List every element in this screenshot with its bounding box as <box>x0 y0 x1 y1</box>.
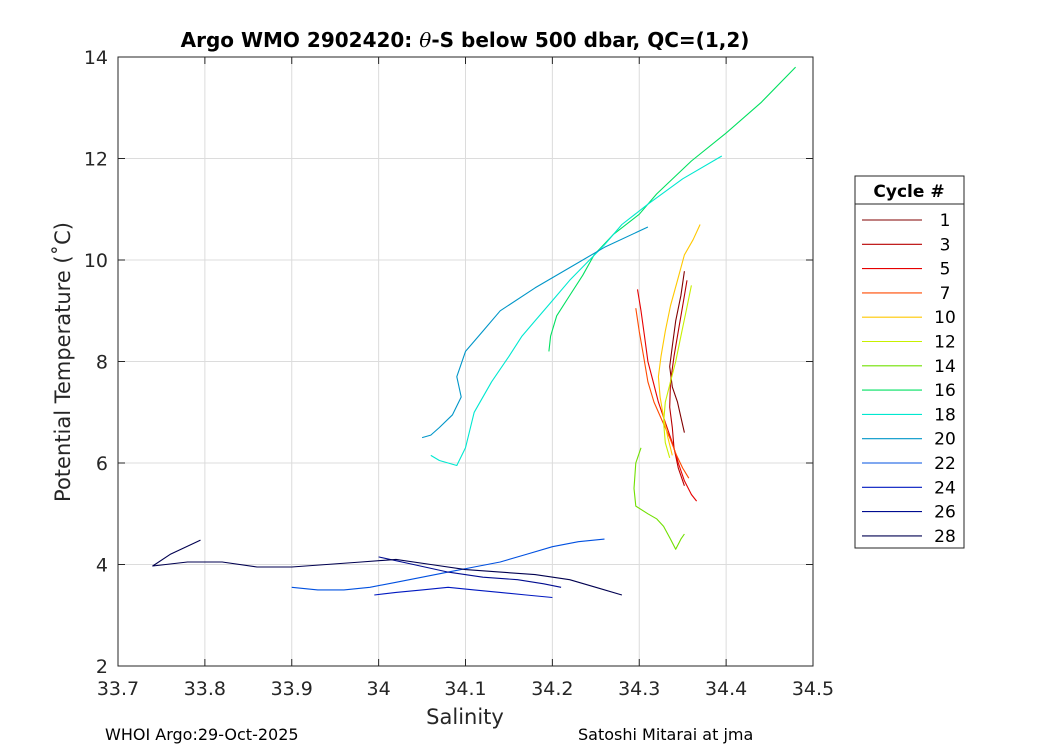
chart-title: Argo WMO 2902420: θ-S below 500 dbar, QC… <box>181 28 750 52</box>
series-line-cycle-28 <box>152 539 623 596</box>
x-tick-label: 34.3 <box>618 678 660 700</box>
series-line-cycle-24 <box>374 586 553 599</box>
y-tick-label: 14 <box>84 47 108 69</box>
legend-label-cycle-1: 1 <box>940 211 951 231</box>
y-tick-label: 12 <box>84 149 108 171</box>
legend-label-cycle-16: 16 <box>934 381 956 401</box>
legend-items: 1 3 5 7 10 12 14 16 18 20 22 24 26 28 <box>862 211 956 547</box>
series-line-cycle-18 <box>430 155 723 467</box>
legend-label-cycle-7: 7 <box>940 284 951 304</box>
legend-label-cycle-14: 14 <box>934 357 956 377</box>
y-tick-label: 10 <box>84 250 108 272</box>
x-tick-label: 34.5 <box>792 678 834 700</box>
series-line-cycle-5 <box>636 289 698 502</box>
x-tick-label: 33.7 <box>97 678 139 700</box>
y-tick-label: 2 <box>96 656 108 678</box>
legend-label-cycle-12: 12 <box>934 333 956 353</box>
series-line-cycle-7 <box>635 308 690 479</box>
x-tick-label: 34 <box>367 678 391 700</box>
legend-label-cycle-10: 10 <box>934 308 956 328</box>
ticks: 33.7 33.8 33.9 34 34.1 34.2 34.3 34.4 34.5 2 4 6 8 10… <box>84 47 834 700</box>
series-line-cycle-10 <box>657 224 701 456</box>
x-tick-label: 34.2 <box>531 678 573 700</box>
footer-left: WHOI Argo:29-Oct-2025 <box>105 725 299 744</box>
series-line-cycle-26 <box>378 556 562 588</box>
legend-label-cycle-26: 26 <box>934 503 956 523</box>
legend-label-cycle-24: 24 <box>934 478 956 498</box>
legend-box <box>854 175 965 549</box>
legend-label-cycle-22: 22 <box>934 454 956 474</box>
x-tick-label: 34.1 <box>444 678 486 700</box>
series-line-cycle-1 <box>669 271 685 433</box>
series-line-cycle-12 <box>663 285 692 459</box>
y-tick-label: 6 <box>96 453 108 475</box>
legend-label-cycle-5: 5 <box>940 260 951 280</box>
x-axis-label: Salinity <box>426 705 504 729</box>
legend-label-cycle-20: 20 <box>934 430 956 450</box>
legend: Cycle # 1 3 5 7 10 12 14 16 18 20 22 24 26 28 <box>854 175 965 549</box>
y-tick-label: 4 <box>96 555 108 577</box>
x-tick-label: 33.8 <box>184 678 226 700</box>
y-axis-label: Potential Temperature (˚C) <box>51 222 75 502</box>
series-group <box>152 66 796 599</box>
series-line-cycle-14 <box>633 447 685 550</box>
x-tick-label: 33.9 <box>271 678 313 700</box>
x-tick-label: 34.4 <box>705 678 747 700</box>
footer-right: Satoshi Mitarai at jma <box>578 725 754 744</box>
legend-label-cycle-18: 18 <box>934 405 956 425</box>
legend-label-cycle-28: 28 <box>934 527 956 547</box>
series-line-cycle-20 <box>421 226 649 439</box>
legend-title: Cycle # <box>873 182 944 202</box>
y-tick-label: 8 <box>96 352 108 374</box>
legend-label-cycle-3: 3 <box>940 235 951 255</box>
series-line-cycle-3 <box>669 280 688 486</box>
